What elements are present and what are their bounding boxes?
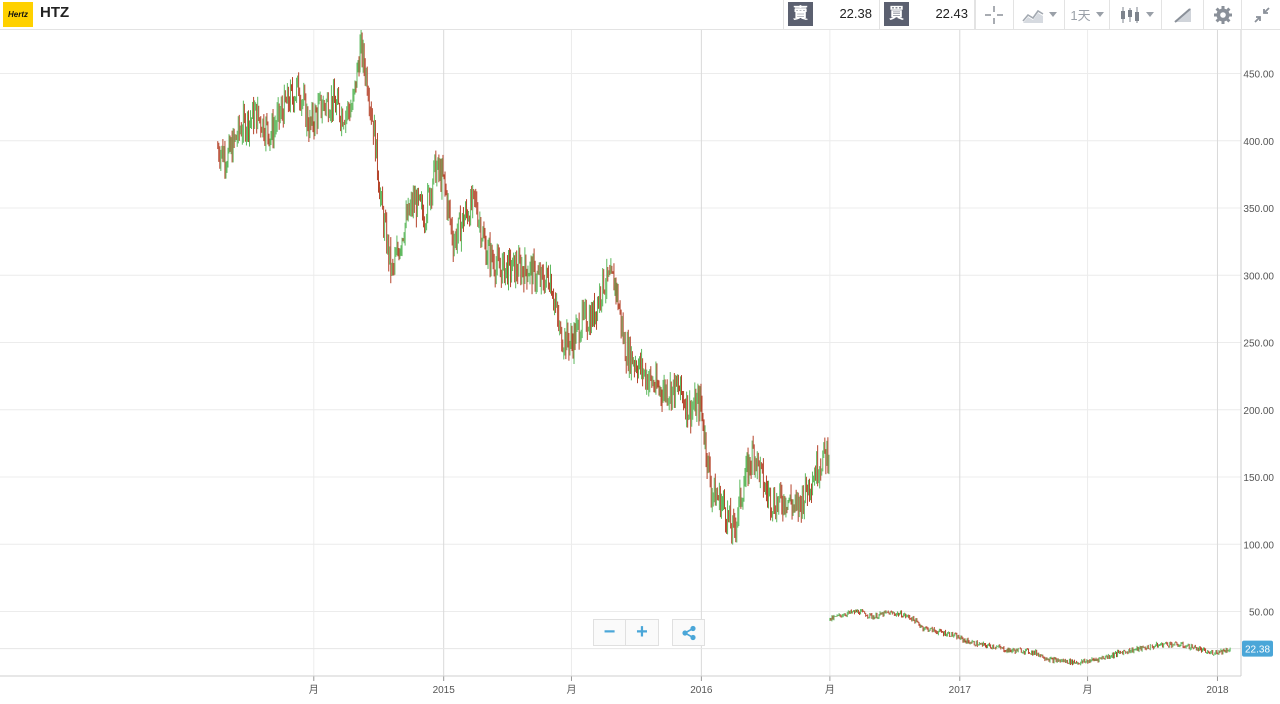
chevron-down-icon — [1095, 12, 1104, 17]
ticker-symbol: HTZ — [40, 4, 70, 21]
share-button[interactable] — [672, 619, 705, 646]
last-price-label: 22.38 — [1245, 645, 1270, 656]
share-icon — [681, 625, 696, 640]
x-tick-label: 2018 — [1206, 685, 1229, 696]
buy-price: 22.43 — [935, 6, 968, 21]
crosshair-button[interactable] — [975, 0, 1011, 29]
toolbar: Hertz HTZ 賣 22.38 買 22.43 1天 — [0, 0, 1280, 30]
hertz-logo: Hertz — [3, 2, 33, 27]
plus-icon: + — [636, 621, 648, 643]
area-chart-icon — [1021, 9, 1043, 23]
chevron-down-icon — [1145, 12, 1154, 17]
crosshair-icon — [984, 5, 1003, 24]
sell-label: 賣 — [788, 2, 813, 26]
y-tick-label: 200.00 — [1243, 406, 1274, 417]
buy-quote[interactable]: 買 22.43 — [879, 0, 975, 29]
zoom-in-button[interactable]: + — [626, 619, 659, 646]
buy-label: 買 — [884, 2, 909, 26]
x-tick-label: 月 — [825, 684, 835, 696]
sell-quote[interactable]: 賣 22.38 — [783, 0, 879, 29]
zoom-out-button[interactable]: − — [593, 619, 626, 646]
y-tick-label: 250.00 — [1243, 339, 1274, 350]
y-tick-label: 350.00 — [1243, 204, 1274, 215]
sell-price: 22.38 — [839, 6, 872, 21]
y-tick-label: 400.00 — [1243, 137, 1274, 148]
x-tick-label: 月 — [566, 684, 576, 696]
candle-style-button[interactable] — [1109, 0, 1162, 29]
price-chart[interactable]: 50.00 100.00 150.00 200.00 250.00 300.00 350.0… — [0, 30, 1280, 704]
drawing-tools-button[interactable] — [1161, 0, 1204, 29]
x-tick-label: 2016 — [690, 685, 713, 696]
zoom-controls: − + — [593, 619, 659, 647]
chevron-down-icon — [1048, 12, 1057, 17]
y-tick-label: 300.00 — [1243, 271, 1274, 282]
y-tick-label: 100.00 — [1243, 540, 1274, 551]
minus-icon: − — [603, 621, 616, 643]
interval-label: 1天 — [1070, 8, 1091, 23]
settings-button[interactable] — [1203, 0, 1242, 29]
last-price-badge — [1242, 640, 1273, 657]
x-tick-label: 月 — [1083, 684, 1093, 696]
y-tick-label: 150.00 — [1243, 473, 1274, 484]
y-tick-label: 50.00 — [1249, 608, 1274, 619]
share-controls — [672, 619, 705, 647]
x-tick-label: 2017 — [949, 685, 972, 696]
x-tick-label: 2015 — [433, 685, 456, 696]
gear-icon — [1214, 5, 1232, 24]
collapse-button[interactable] — [1241, 0, 1280, 29]
candlestick-icon — [1120, 6, 1139, 23]
y-tick-label: 450.00 — [1243, 70, 1274, 81]
x-tick-label: 月 — [309, 684, 319, 696]
collapse-icon — [1253, 6, 1270, 23]
drawing-tool-icon — [1174, 7, 1191, 23]
interval-button[interactable]: 1天 — [1064, 0, 1109, 29]
chart-type-button[interactable] — [1013, 0, 1064, 29]
